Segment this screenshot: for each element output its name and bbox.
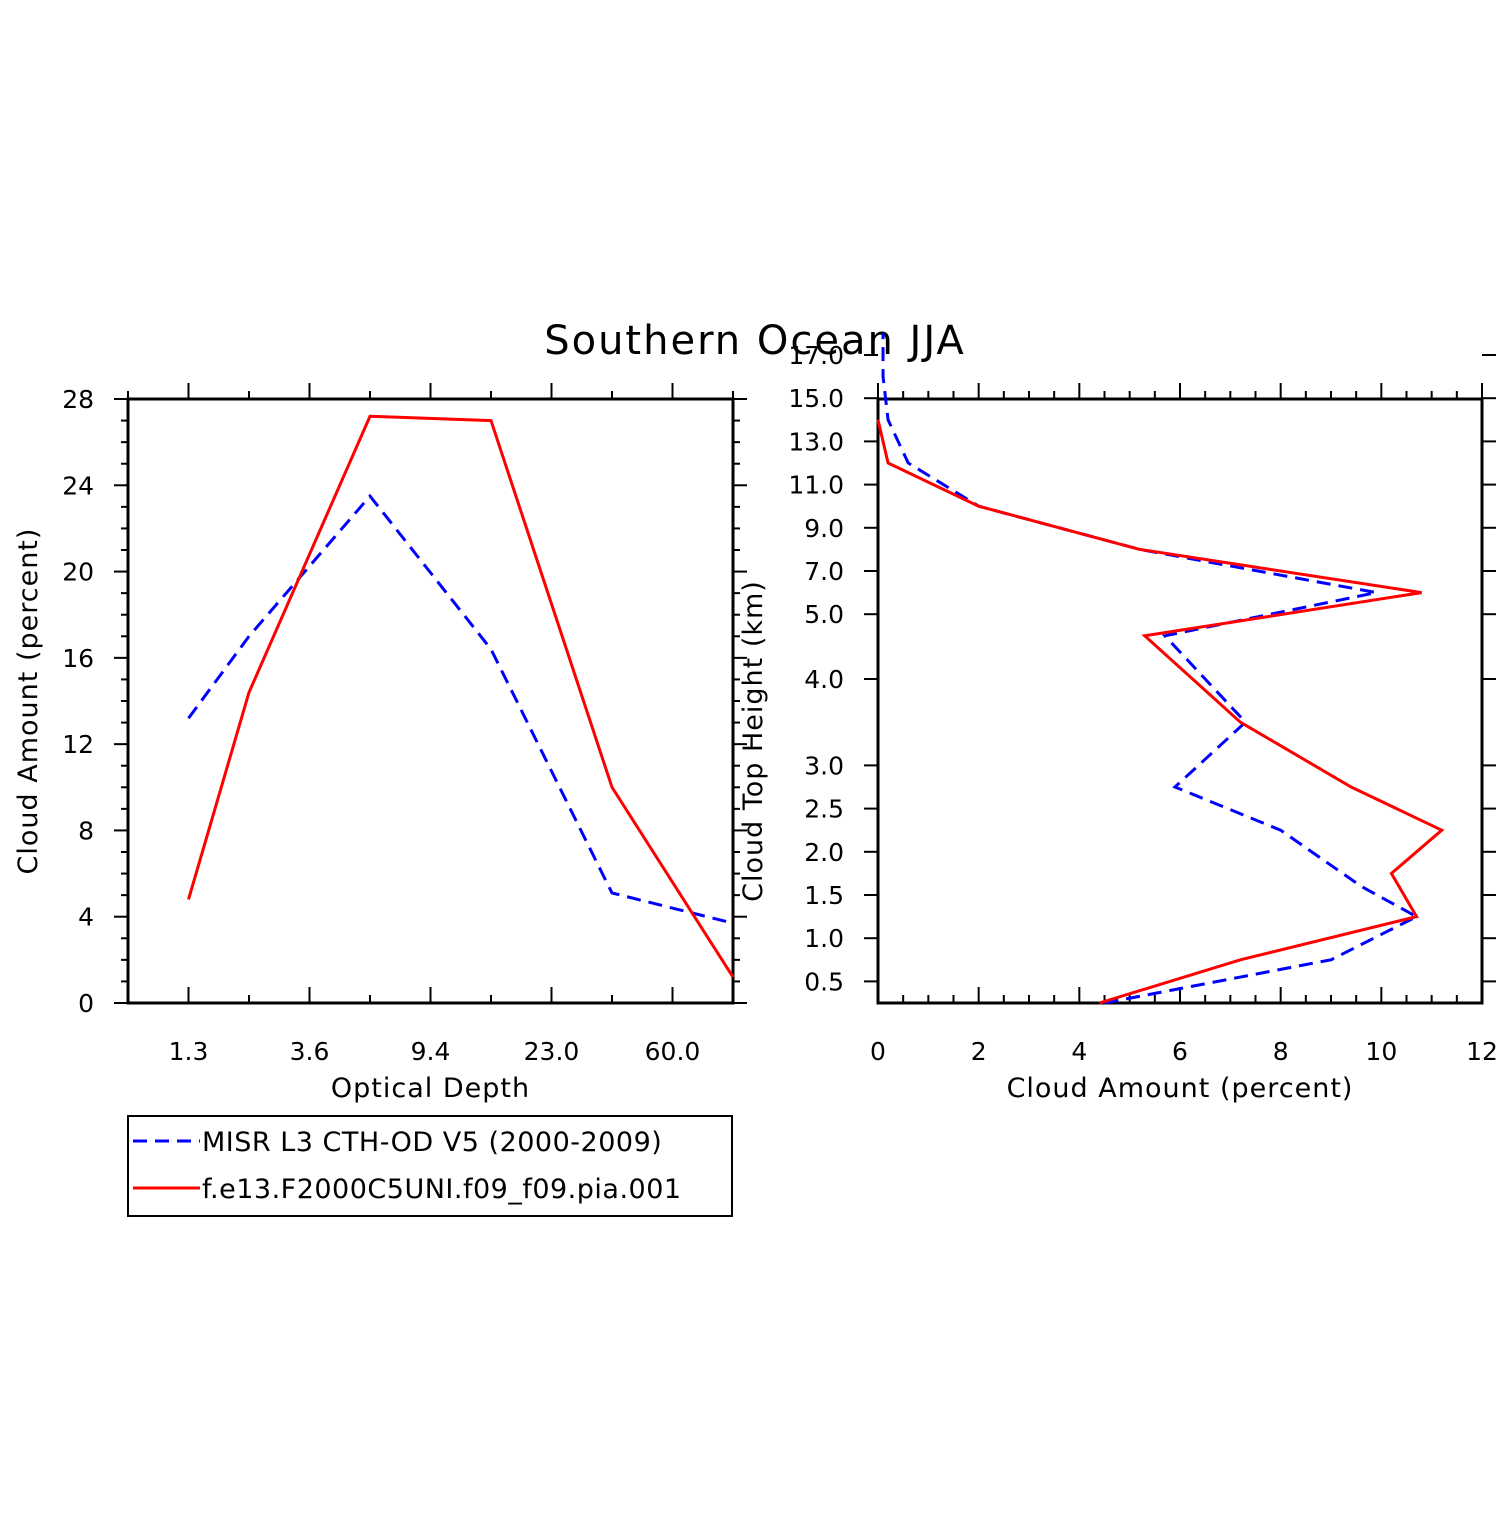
left-x-axis-label: Optical Depth <box>331 1073 530 1104</box>
legend: MISR L3 CTH-OD V5 (2000-2009) f.e13.F200… <box>127 1115 733 1217</box>
right-x-tick-label: 10 <box>1365 1037 1397 1066</box>
right-y-tick-label: 1.0 <box>804 924 844 953</box>
right-y-tick-label: 11.0 <box>788 471 844 500</box>
left-x-tick-label: 1.3 <box>169 1037 209 1066</box>
right-series-line-obs <box>881 333 1420 1005</box>
right-x-tick-label: 2 <box>971 1037 987 1066</box>
left-y-tick-label: 4 <box>78 903 94 932</box>
right-y-tick-label: 15.0 <box>788 384 844 413</box>
legend-label-obs: MISR L3 CTH-OD V5 (2000-2009) <box>202 1127 662 1158</box>
right-y-tick-label: 13.0 <box>788 427 844 456</box>
legend-box <box>127 1115 733 1217</box>
right-y-tick-label: 9.0 <box>804 514 844 543</box>
right-y-axis-label: Cloud Top Height (km) <box>738 580 769 902</box>
right-x-tick-label: 8 <box>1273 1037 1289 1066</box>
right-x-tick-label: 4 <box>1071 1037 1087 1066</box>
legend-label-model: f.e13.F2000C5UNI.f09_f09.pia.001 <box>202 1174 682 1205</box>
right-y-tick-label: 5.0 <box>804 600 844 629</box>
right-y-tick-label: 2.5 <box>804 795 844 824</box>
left-plot-frame <box>126 397 735 1005</box>
left-y-tick-label: 8 <box>78 816 94 845</box>
right-y-tick-label: 3.0 <box>804 751 844 780</box>
right-y-tick-label: 7.0 <box>804 557 844 586</box>
left-y-axis-label: Cloud Amount (percent) <box>13 528 44 875</box>
left-y-tick-label: 24 <box>62 471 94 500</box>
right-y-tick-label: 1.5 <box>804 881 844 910</box>
right-x-axis-label: Cloud Amount (percent) <box>1007 1073 1354 1104</box>
left-x-tick-label: 60.0 <box>645 1037 701 1066</box>
right-plot-frame <box>876 397 1484 1005</box>
cloud-top-height-plot: 0 2 4 6 8 10 12 0.5 1.0 1.5 2.0 2.5 3.0 4.0 5.0 7.0 9.0 1… <box>738 333 1498 1104</box>
left-y-tick-label: 12 <box>62 730 94 759</box>
right-x-tick-label: 12 <box>1466 1037 1498 1066</box>
right-series-line-model <box>876 419 1445 1005</box>
left-x-tick-label: 23.0 <box>524 1037 580 1066</box>
right-y-tick-label: 0.5 <box>804 967 844 996</box>
left-y-tick-label: 28 <box>62 385 94 414</box>
right-y-tick-label: 2.0 <box>804 838 844 867</box>
figure-title: Southern Ocean JJA <box>544 318 966 364</box>
right-y-tick-label: 17.0 <box>788 341 844 370</box>
left-x-tick-label: 3.6 <box>290 1037 330 1066</box>
left-x-tick-label: 9.4 <box>411 1037 451 1066</box>
left-series-line-model <box>187 414 735 978</box>
left-series-line-obs <box>187 493 734 925</box>
optical-depth-plot: 1.3 3.6 9.4 23.0 60.0 0 4 8 12 16 20 24 28 Optical De… <box>13 383 747 1104</box>
left-y-tick-label: 0 <box>78 989 94 1018</box>
left-y-tick-label: 20 <box>62 558 94 587</box>
right-x-tick-label: 0 <box>870 1037 886 1066</box>
right-y-tick-label: 4.0 <box>804 665 844 694</box>
right-x-tick-label: 6 <box>1172 1037 1188 1066</box>
left-y-tick-label: 16 <box>62 644 94 673</box>
